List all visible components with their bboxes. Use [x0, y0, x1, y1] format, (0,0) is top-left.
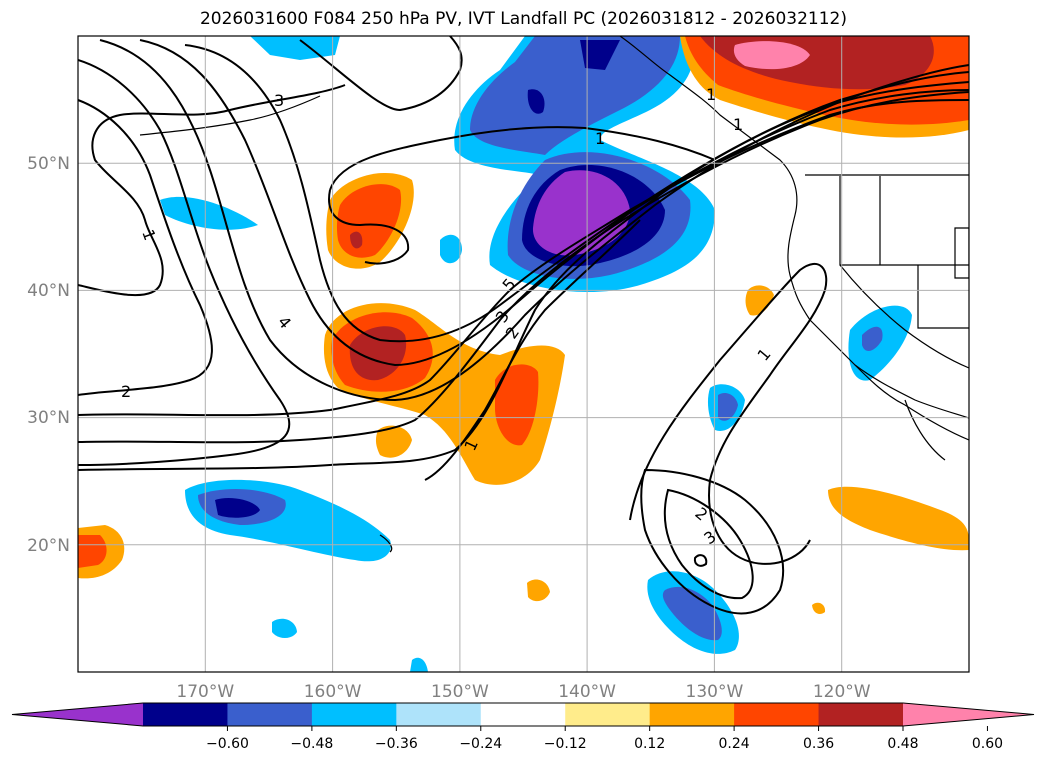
colorbar-segment — [565, 703, 651, 726]
map-frame — [77, 35, 970, 673]
lon-label: 130°W — [686, 682, 744, 702]
contour-label: 2 — [121, 382, 131, 401]
gridlines — [78, 36, 969, 672]
lon-label: 140°W — [558, 682, 616, 702]
colorbar-tick-label: −0.24 — [459, 736, 502, 752]
colorbar-segment — [311, 703, 397, 726]
latitude-labels: 50°N 40°N 30°N 20°N — [27, 154, 70, 556]
contour-label: 3 — [274, 91, 284, 110]
colorbar-tick-label: 0.36 — [803, 736, 834, 752]
contour-label: 1 — [595, 129, 605, 148]
colorbar-tick-label: 0.60 — [972, 736, 1003, 752]
lon-label: 150°W — [431, 682, 489, 702]
lon-label: 120°W — [813, 682, 871, 702]
contour-label: 1 — [733, 115, 743, 134]
longitude-labels: 170°W 160°W 150°W 140°W 130°W 120°W — [176, 682, 870, 702]
colorbar-segment — [818, 703, 904, 726]
colorbar-tick-label: 0.48 — [887, 736, 918, 752]
colorbar: −0.60 −0.48 −0.36 −0.24 −0.12 0.12 0.24 0.36 0.4… — [11, 702, 1035, 752]
pv-anomaly-fill — [78, 36, 969, 672]
colorbar-tick-label: 0.24 — [719, 736, 750, 752]
colorbar-tick-label: −0.36 — [375, 736, 418, 752]
colorbar-outline — [11, 702, 1035, 727]
lat-label: 50°N — [27, 154, 70, 174]
colorbar-tick-label: −0.60 — [206, 736, 249, 752]
colorbar-segment — [480, 703, 566, 726]
colorbar-tick-label: −0.48 — [290, 736, 333, 752]
colorbar-tick-label: −0.12 — [544, 736, 587, 752]
figure-title: 2026031600 F084 250 hPa PV, IVT Landfall… — [199, 9, 847, 29]
colorbar-tick-label: 0.12 — [634, 736, 665, 752]
coastlines — [139, 36, 969, 553]
colorbar-segment — [734, 703, 820, 726]
lat-label: 20°N — [27, 536, 70, 556]
colorbar-segment — [143, 703, 228, 726]
colorbar-extend-high — [903, 703, 1034, 726]
lat-label: 30°N — [27, 408, 70, 428]
contour-label: 1 — [706, 85, 716, 104]
lon-label: 160°W — [304, 682, 362, 702]
colorbar-extend-low — [12, 703, 143, 726]
lon-label: 170°W — [176, 682, 234, 702]
colorbar-segment — [227, 703, 313, 726]
colorbar-segment — [649, 703, 735, 726]
lat-label: 40°N — [27, 281, 70, 301]
colorbar-segment — [396, 703, 482, 726]
map-content — [78, 36, 969, 672]
